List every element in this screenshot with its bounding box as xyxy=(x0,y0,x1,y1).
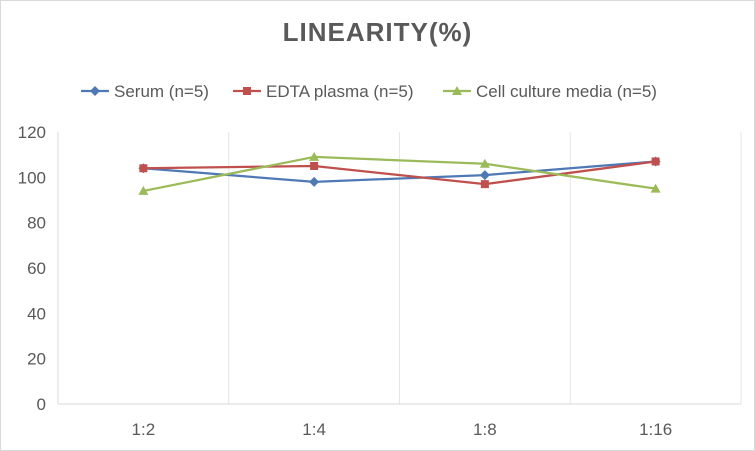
x-tick-label: 1:2 xyxy=(132,420,156,439)
legend-marker xyxy=(452,86,462,95)
series-line xyxy=(143,155,656,193)
legend-entry: Cell culture media (n=5) xyxy=(443,82,657,101)
data-point xyxy=(650,183,661,193)
legend-label: Cell culture media (n=5) xyxy=(476,82,657,101)
data-point xyxy=(479,170,490,181)
legend-entry: Serum (n=5) xyxy=(81,82,209,101)
y-tick-label: 60 xyxy=(27,259,46,278)
legend-marker xyxy=(90,86,100,96)
legend-label: Serum (n=5) xyxy=(114,82,209,101)
data-point xyxy=(139,164,148,173)
y-tick-label: 120 xyxy=(18,123,46,142)
legend-marker xyxy=(243,87,251,95)
series-3 xyxy=(138,151,661,195)
data-point xyxy=(309,176,320,187)
x-tick-label: 1:16 xyxy=(639,420,672,439)
data-point xyxy=(310,162,319,170)
legend-entry: EDTA plasma (n=5) xyxy=(233,82,414,101)
series-line xyxy=(143,160,656,186)
legend-label: EDTA plasma (n=5) xyxy=(266,82,414,101)
y-tick-label: 100 xyxy=(18,168,46,187)
data-point xyxy=(309,151,320,161)
data-point xyxy=(480,180,489,189)
x-tick-label: 1:8 xyxy=(473,420,497,439)
chart-series xyxy=(138,151,661,195)
data-point xyxy=(138,185,149,195)
y-tick-label: 80 xyxy=(27,214,46,233)
chart-legend: Serum (n=5) EDTA plasma (n=5) Cell culture… xyxy=(81,82,657,101)
y-tick-label: 20 xyxy=(27,350,46,369)
chart-title: LINEARITY(%) xyxy=(283,17,473,47)
y-tick-label: 40 xyxy=(27,304,46,323)
data-point xyxy=(651,157,660,166)
data-point xyxy=(479,158,490,168)
series-2 xyxy=(139,157,660,189)
y-tick-label: 0 xyxy=(37,395,46,414)
chart-axes: 0 20 40 60 80 100 120 1:2 1:4 1:8 1:16 xyxy=(18,123,741,439)
x-tick-label: 1:4 xyxy=(302,420,326,439)
